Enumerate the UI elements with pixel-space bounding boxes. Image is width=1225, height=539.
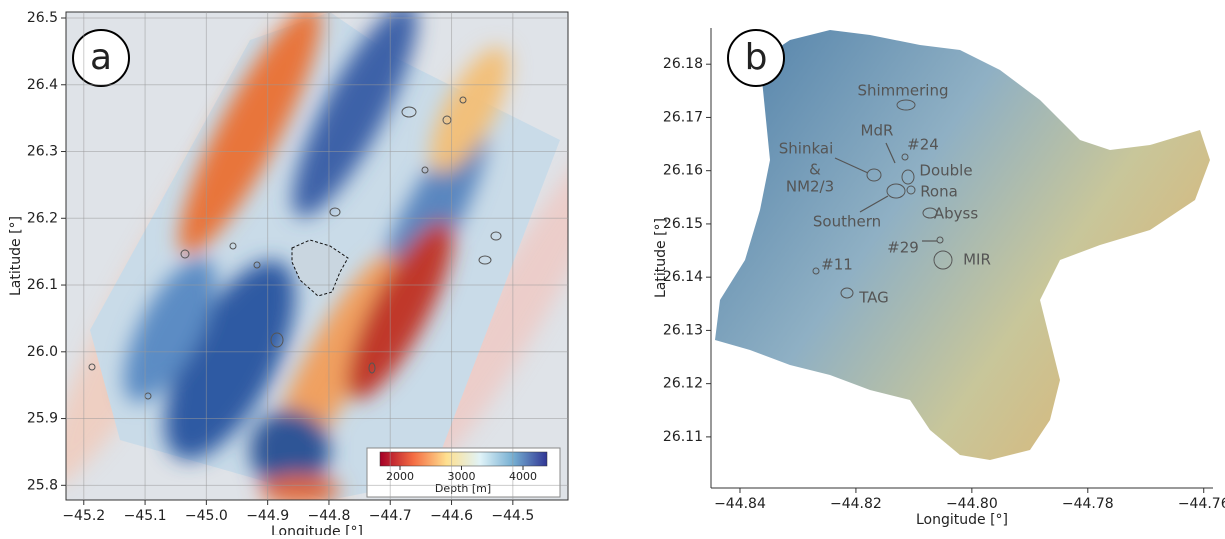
- panel-label: b: [745, 37, 768, 78]
- panel-label: a: [90, 37, 112, 78]
- colorbar-tick-label: 2000: [386, 470, 414, 483]
- x-tick-label: −44.9: [246, 508, 289, 524]
- x-tick-label: −44.80: [946, 496, 998, 512]
- x-tick-label: −44.6: [430, 508, 473, 524]
- vent-label: Southern: [813, 213, 881, 231]
- y-tick-label: 26.12: [663, 376, 703, 392]
- panel-badge: [72, 29, 130, 87]
- vent-label: #11: [821, 256, 853, 274]
- y-tick-label: 26.17: [663, 109, 703, 125]
- y-tick-label: 26.14: [663, 269, 703, 285]
- axes-frame-a: [65, 11, 569, 501]
- x-tick-label: −44.7: [369, 508, 412, 524]
- y-tick-label: 26.13: [663, 322, 703, 338]
- bathymetry-b: [715, 30, 1210, 460]
- y-tick-label: 26.16: [663, 163, 703, 179]
- vent-label: #24: [907, 136, 939, 154]
- x-tick-label: −44.8: [307, 508, 350, 524]
- x-tick-label: −44.78: [1062, 496, 1114, 512]
- y-tick-label: 25.9: [27, 411, 58, 427]
- vent-label: Rona: [920, 183, 958, 201]
- colorbar-label: Depth [m]: [435, 482, 491, 495]
- y-tick-label: 26.2: [27, 210, 58, 226]
- y-tick-label: 25.8: [27, 477, 58, 493]
- x-tick-label: −45.2: [62, 508, 105, 524]
- x-tick-label: −44.76: [1178, 496, 1225, 512]
- y-tick-label: 26.18: [663, 56, 703, 72]
- vent-label: MdR: [861, 122, 894, 140]
- y-tick-label: 26.5: [27, 10, 58, 26]
- vent-label: Shinkai: [779, 140, 834, 158]
- y-tick-label: 26.15: [663, 216, 703, 232]
- panel-badge: [727, 29, 785, 87]
- vent-label: Shimmering: [857, 82, 948, 100]
- y-tick-label: 26.3: [27, 144, 58, 160]
- vent-label: Abyss: [934, 205, 978, 223]
- y-axis-label: Latitude [°]: [8, 216, 24, 296]
- vent-label: Double: [919, 162, 972, 180]
- y-axis-label: Latitude [°]: [653, 218, 669, 298]
- colorbar-tick-label: 3000: [448, 470, 476, 483]
- colorbar-tick-label: 4000: [509, 470, 537, 483]
- vent-label: MIR: [963, 251, 991, 269]
- x-tick-label: −44.5: [491, 508, 534, 524]
- vent-label: TAG: [858, 289, 889, 307]
- x-tick-label: −45.1: [124, 508, 167, 524]
- x-axis-label: Longitude [°]: [271, 524, 363, 535]
- y-tick-label: 26.11: [663, 429, 703, 445]
- x-tick-label: −44.84: [714, 496, 766, 512]
- colorbar: [379, 451, 548, 467]
- y-tick-label: 26.0: [27, 344, 58, 360]
- x-tick-label: −45.0: [185, 508, 228, 524]
- x-axis-label: Longitude [°]: [916, 512, 1008, 528]
- y-tick-label: 26.1: [27, 277, 58, 293]
- y-tick-label: 26.4: [27, 77, 58, 93]
- vent-label: #29: [887, 239, 919, 257]
- bathymetry-a: [66, 12, 568, 500]
- vent-label: &: [809, 161, 821, 179]
- x-tick-label: −44.82: [830, 496, 882, 512]
- vent-label: NM2/3: [786, 178, 834, 196]
